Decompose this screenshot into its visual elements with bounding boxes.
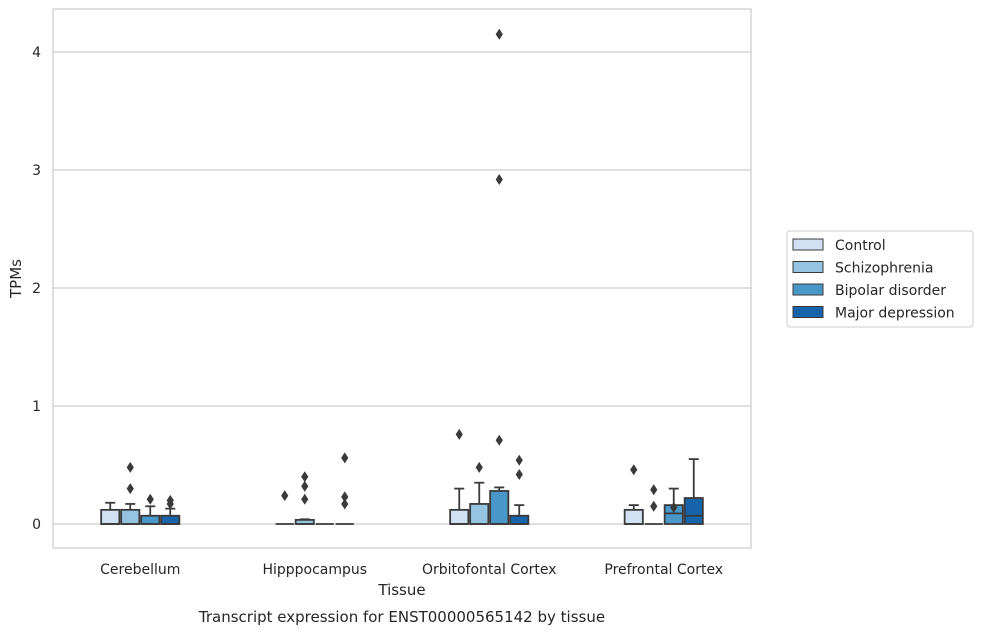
y-axis-label: TPMs [7,259,25,299]
outlier-point [630,464,638,476]
y-tick-label: 2 [32,281,41,297]
box-control [623,464,644,525]
legend-item: Schizophrenia [792,261,933,277]
legend-item: Control [792,238,886,254]
box [140,514,161,525]
box [120,508,141,525]
box-control [275,490,294,525]
outlier-point [341,498,349,510]
box-major-depression [683,458,704,525]
box [683,497,704,525]
legend-label: Schizophrenia [835,261,933,277]
outlier-point [341,491,349,503]
box-schizophrenia [469,461,490,525]
box-schizophrenia [294,471,315,525]
legend-swatch [792,306,824,318]
legend-label: Control [835,238,886,254]
box [100,508,121,525]
legend-swatch [792,238,824,251]
box [160,514,181,525]
legend-item: Bipolar disorder [792,283,946,299]
legend-item: Major depression [792,306,955,322]
x-tick-label: Prefrontal Cortex [604,562,723,578]
y-tick-label: 4 [32,45,41,61]
box-bipolar-disorder [140,493,161,525]
outlier-point [495,434,503,446]
outlier-point [670,501,678,513]
y-tick-label: 3 [32,163,41,179]
grid-lines [53,51,751,525]
outlier-point [281,490,289,502]
outlier-point [301,480,309,492]
box [489,490,510,525]
x-tick-label: Hipppocampus [262,562,367,578]
x-axis-label: Tissue [377,581,425,599]
outlier-point [515,468,523,480]
box-schizophrenia [120,461,141,525]
outlier-point [301,493,309,505]
outlier-point [301,471,309,483]
box [623,508,644,525]
box-bipolar-disorder [489,28,510,525]
legend-label: Major depression [835,306,955,322]
tick-labels: 0 1 2 3 4 Cerebellum Hipppocampus Orbitofontal … [32,45,723,578]
box-bipolar-disorder [663,487,684,525]
box-control [449,428,470,525]
outlier-point [146,493,154,505]
outlier-point [650,484,658,496]
outlier-point [126,461,134,473]
box-major-depression [509,454,530,525]
outlier-point [495,28,503,40]
plot-frame [52,8,752,549]
legend-frame [786,230,974,328]
x-tick-label: Orbitofontal Cortex [422,562,557,578]
box-control [100,501,121,525]
outlier-point [166,494,174,506]
legend-label: Bipolar disorder [835,283,946,299]
box [469,503,490,525]
chart-caption: Transcript expression for ENST0000056514… [198,608,605,626]
outlier-point [126,483,134,495]
outlier-point [455,428,463,440]
legend-swatch [792,261,824,273]
box-groups [100,28,704,525]
box-major-depression [160,494,181,525]
outlier-point [495,173,503,185]
legend-swatch [792,283,824,296]
outlier-point [650,500,658,512]
box [509,514,530,525]
x-tick-label: Cerebellum [100,562,180,578]
outlier-point [515,454,523,466]
legend: Control Schizophrenia Bipolar disorder Majo… [786,230,974,328]
box-major-depression [335,452,354,525]
outlier-point [341,452,349,464]
box-schizophrenia [644,484,663,525]
box [449,508,470,525]
outlier-point [475,461,483,473]
y-tick-label: 0 [32,517,41,533]
y-tick-label: 1 [32,399,41,415]
